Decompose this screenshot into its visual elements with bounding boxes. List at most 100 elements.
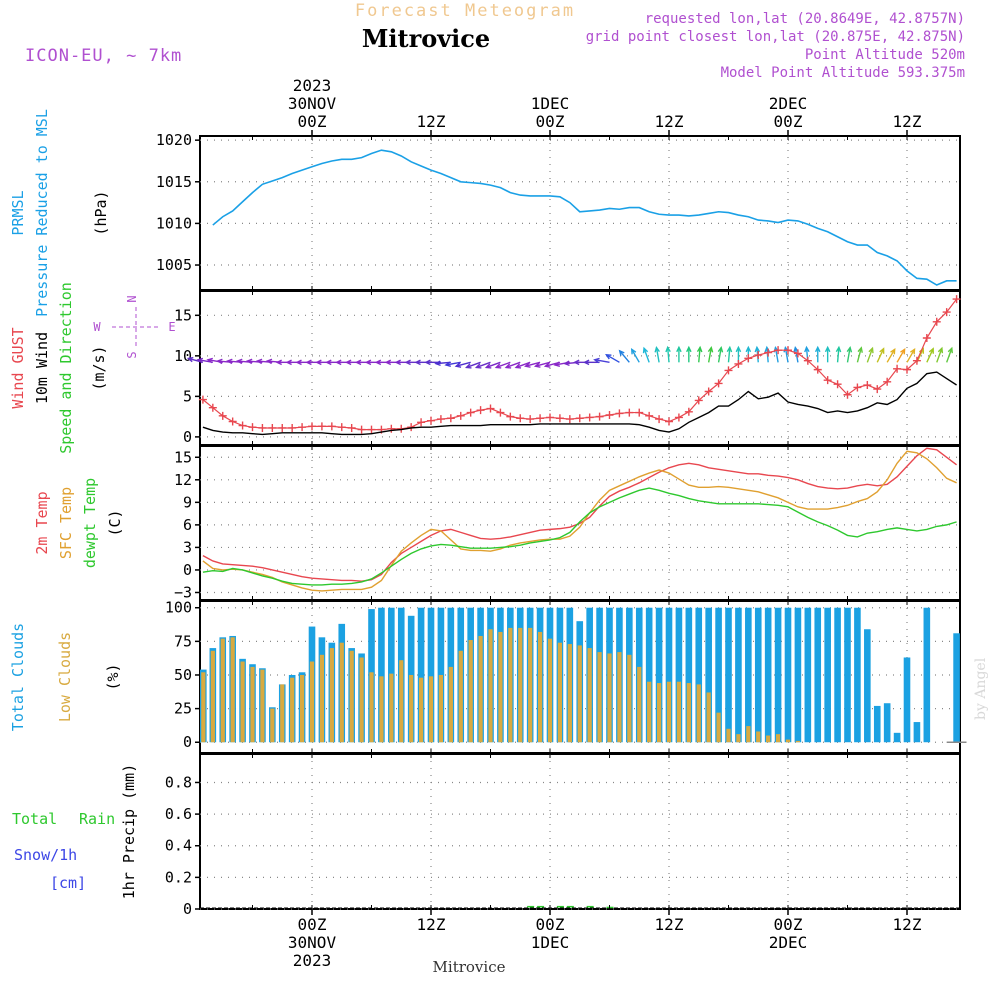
low-cloud-bar: [270, 708, 275, 743]
wind-arrow: [926, 348, 934, 363]
low-cloud-bar: [696, 684, 701, 743]
footer-location: Mitrovice: [433, 958, 506, 976]
wind-arrow-head: [754, 345, 761, 353]
gust-marker: [536, 414, 545, 423]
wind-arrow-head: [900, 347, 906, 355]
wind-arrow: [486, 361, 501, 369]
gust-marker: [833, 380, 842, 389]
wind-arrow-head: [474, 363, 482, 369]
model-name: ICON-EU, ~ 7km: [25, 46, 182, 66]
wind-arrow-head: [524, 362, 531, 368]
low-cloud-bar: [528, 627, 533, 743]
y-tick-label: 75: [174, 632, 192, 650]
wind-arrow-head: [275, 359, 282, 366]
wind-arrow-head: [717, 345, 724, 353]
total-cloud-bar: [834, 607, 841, 743]
wind-arrow-head: [835, 345, 842, 353]
low-cloud-bar: [379, 676, 384, 743]
low-cloud-bar: [647, 681, 652, 743]
gust-marker: [853, 383, 862, 392]
y-tick-label: 1020: [156, 131, 192, 149]
wind-arrow-head: [605, 354, 612, 360]
low-cloud-bar: [726, 728, 731, 743]
wind-arrow-head: [196, 357, 204, 364]
wind-arrow: [936, 347, 943, 363]
low-cloud-bar: [617, 652, 622, 743]
low-cloud-bar: [220, 638, 225, 743]
wind-arrow-head: [335, 359, 342, 366]
wind-arrow: [717, 347, 722, 363]
low-cloud-bar: [359, 657, 364, 743]
low-cloud-bar: [577, 645, 582, 743]
y-tick-label: 25: [174, 700, 192, 718]
total-cloud-bar: [725, 607, 732, 743]
low-cloud-bar: [389, 673, 394, 743]
wind-arrow-head: [824, 345, 831, 353]
wind-arrow-head: [315, 359, 322, 366]
total-cloud-bar: [735, 607, 742, 743]
gust-marker: [674, 413, 683, 422]
low-cloud-bar: [775, 734, 781, 743]
wind-arrows: [186, 345, 953, 369]
low-cloud-bar: [716, 712, 721, 743]
wind-arrow-head: [553, 361, 561, 367]
panel-pressure: 1005 1010 1015 1020 PRMSL Pressure Reduced to…: [9, 109, 961, 317]
low-cloud-bar: [547, 638, 553, 743]
gust-marker: [298, 423, 307, 432]
low-cloud-bar: [686, 683, 691, 743]
total-cloud-bar: [794, 607, 802, 743]
wind-arrow-head: [947, 346, 953, 354]
wind-arrow-head: [484, 363, 492, 369]
panel-temperature: −3 0 3 6 9 12 15 2m Temp SFC Temp dewpt Temp (C): [33, 445, 961, 601]
low-cloud-bar: [448, 666, 453, 743]
wind-arrow-head: [285, 359, 292, 366]
wind-arrow: [643, 347, 650, 363]
y-tick-label: 0.6: [165, 805, 192, 823]
low-cloud-bar: [290, 677, 295, 743]
wind-arrow-head: [846, 345, 853, 353]
gust-marker: [704, 387, 713, 396]
wind-arrow-head: [593, 357, 600, 364]
compass-east: E: [168, 320, 175, 334]
wind-arrow: [727, 347, 731, 363]
gust-marker: [476, 406, 485, 415]
gust-marker: [248, 423, 257, 432]
wind-arrow: [594, 359, 610, 364]
gust-marker: [258, 423, 267, 432]
wind-arrow-head: [325, 359, 332, 366]
wind-arrow: [455, 361, 471, 367]
wind-arrow-head: [434, 360, 441, 367]
y-tick-label: 1015: [156, 173, 192, 191]
rain-bar: [556, 905, 564, 908]
y-axis-label: (hPa): [92, 190, 110, 235]
low-cloud-bar: [369, 672, 374, 743]
gust-marker: [734, 359, 743, 368]
gust-marker: [873, 385, 882, 394]
wind-arrow-head: [909, 347, 916, 355]
wind-arrow-head: [394, 359, 401, 366]
wind-compass: N S W E: [93, 295, 175, 358]
wind-arrow-head: [745, 345, 752, 353]
low-cloud-bar: [518, 627, 523, 743]
gust-marker: [813, 365, 822, 374]
total-cloud-bar: [378, 607, 385, 743]
y-tick-label: 12: [174, 471, 192, 489]
wind-arrow-head: [686, 345, 692, 353]
total-cloud-bar: [923, 607, 931, 743]
wind-arrow-head: [464, 363, 472, 369]
wind-arrow-head: [642, 346, 649, 354]
gust-marker: [754, 351, 763, 360]
gust-marker: [387, 424, 396, 433]
wind-arrow: [606, 354, 620, 363]
total-cloud-bar: [804, 607, 812, 743]
y-tick-label: 0.4: [165, 837, 192, 855]
top-time-label: 30NOV: [288, 94, 337, 113]
low-cloud-bar: [280, 684, 285, 743]
wind-arrow: [495, 361, 511, 369]
gust-marker: [863, 381, 872, 390]
low-cloud-bar: [409, 674, 414, 743]
wind-arrow: [886, 348, 896, 363]
bottom-time-label: 2023: [293, 951, 332, 970]
